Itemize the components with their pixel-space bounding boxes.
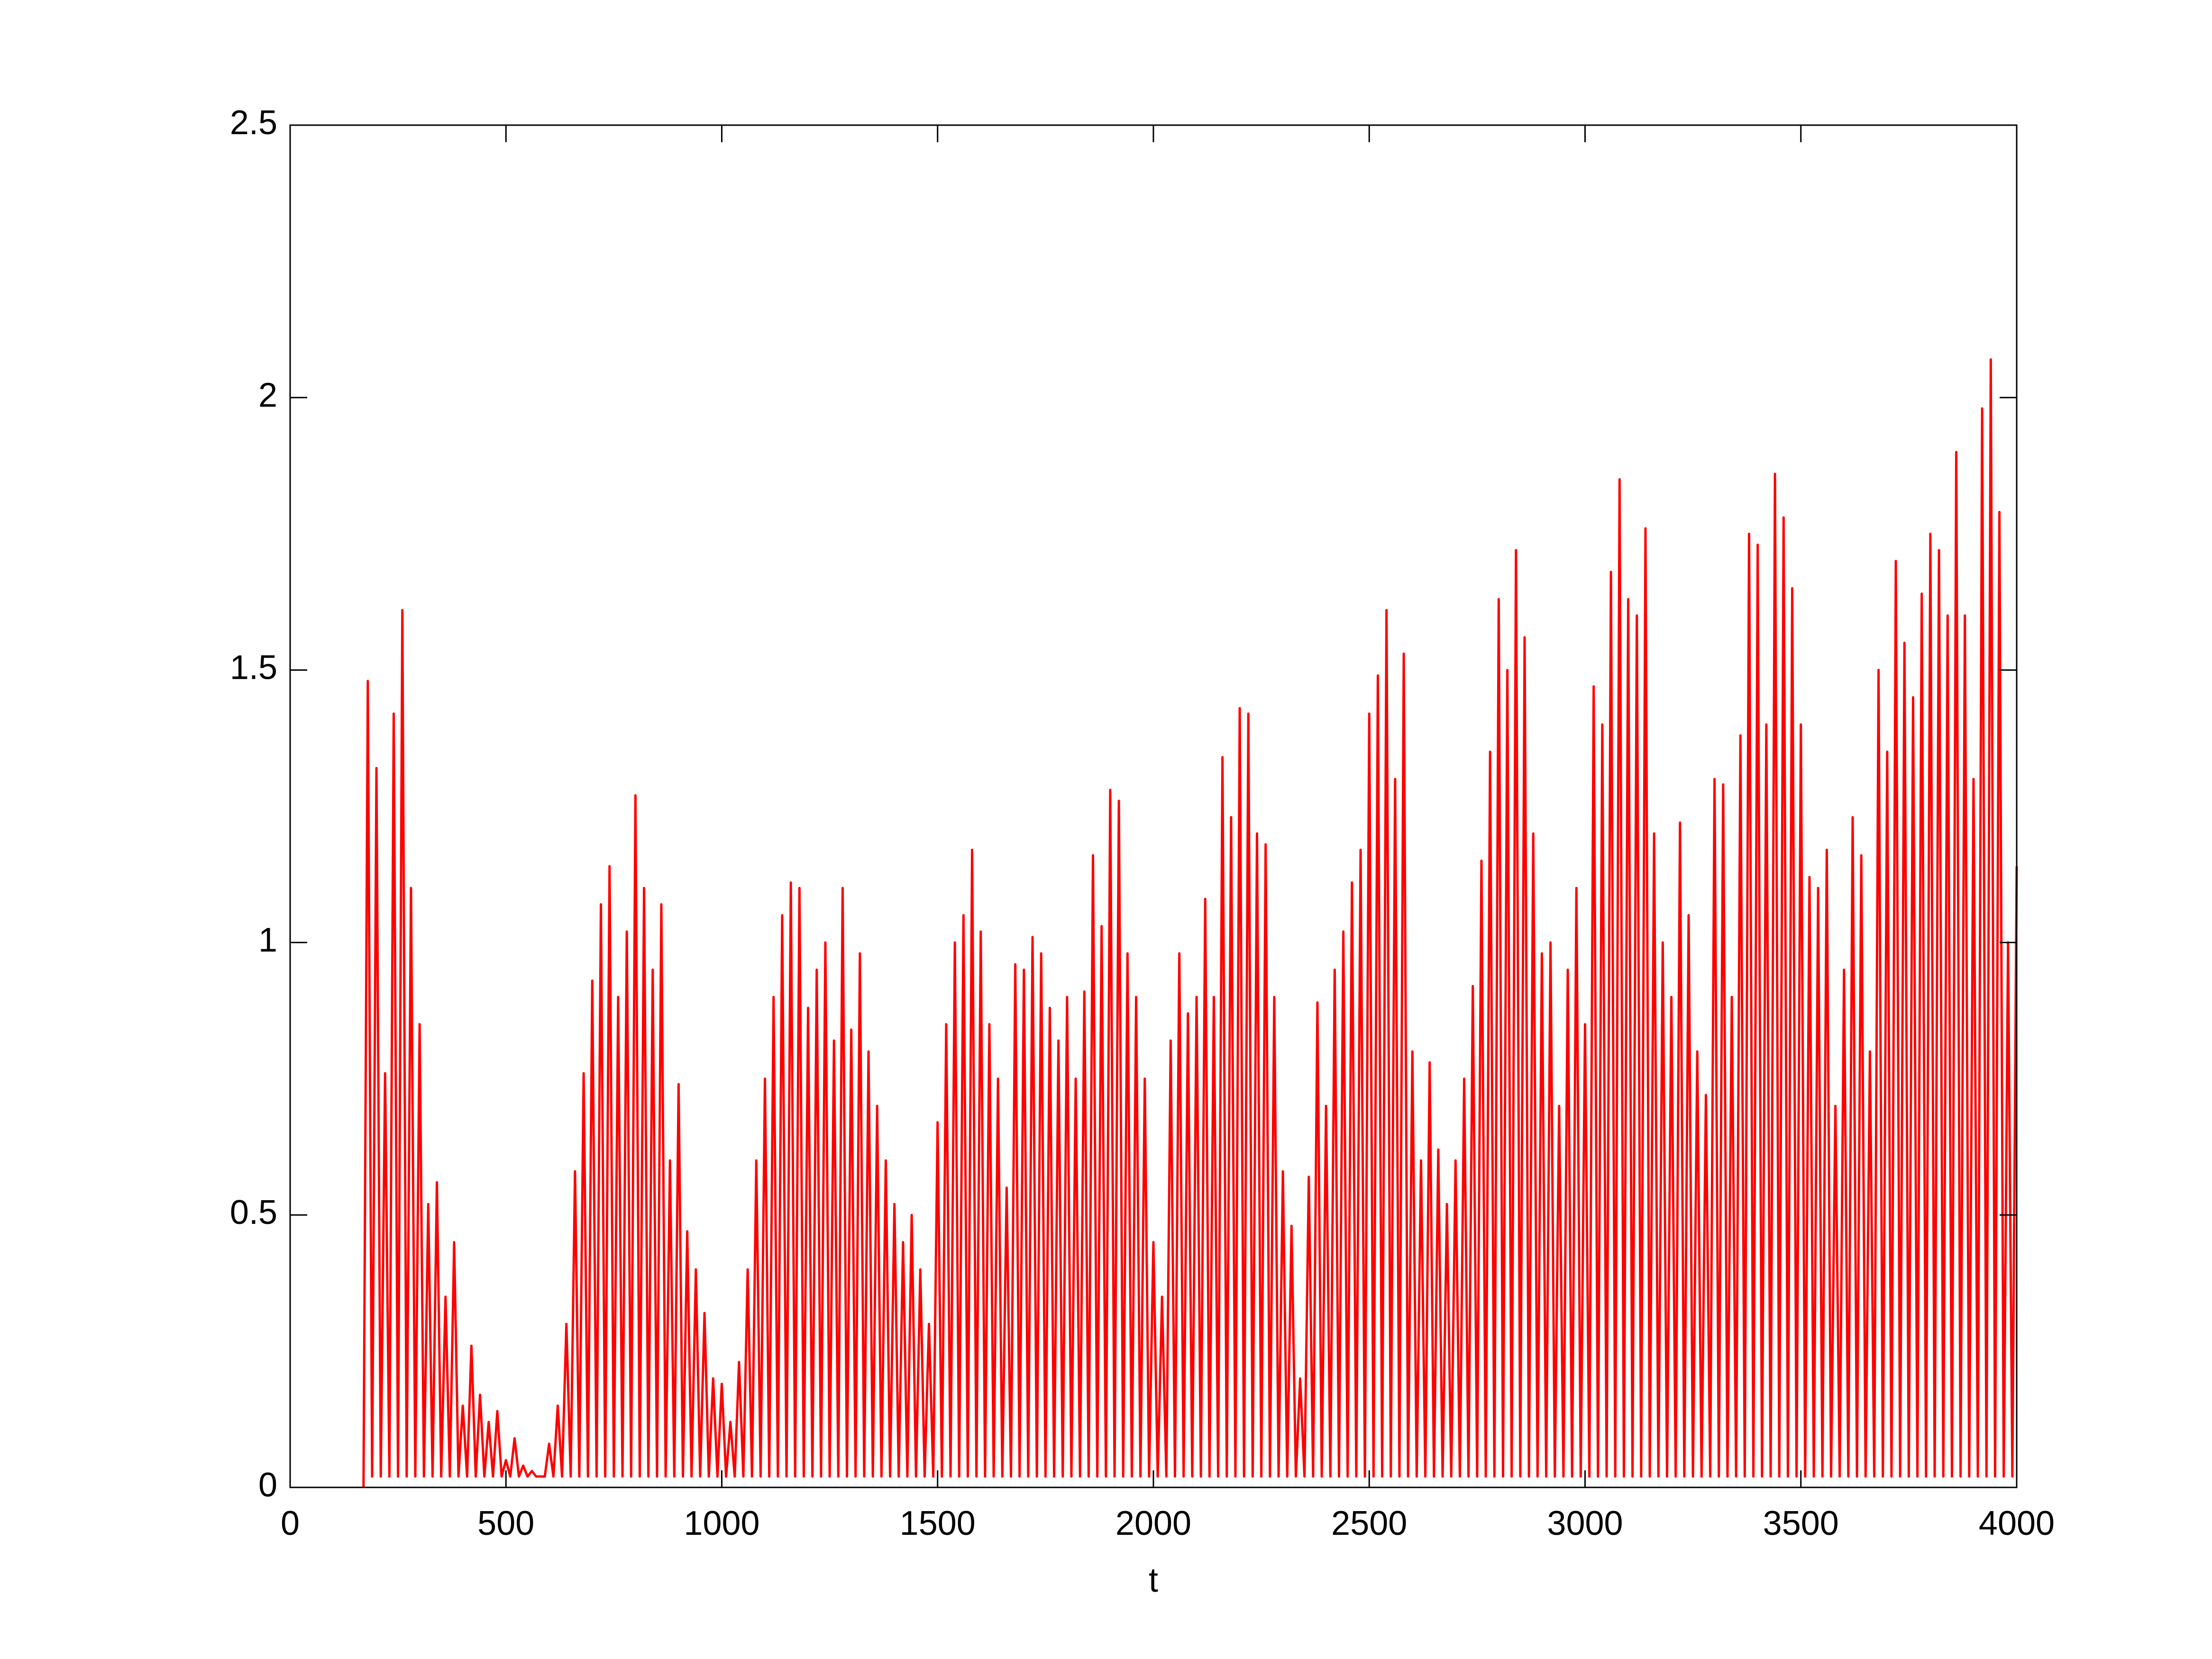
data-line	[362, 358, 2018, 1488]
y-tick-label: 0.5	[230, 1194, 277, 1231]
y-tick-label: 2	[258, 376, 277, 414]
x-tick-label: 3000	[1547, 1504, 1623, 1542]
x-tick-label: 2500	[1331, 1504, 1407, 1542]
x-tick-label: 0	[281, 1504, 300, 1542]
y-tick-label: 0	[258, 1466, 277, 1504]
x-tick-label: 3500	[1763, 1504, 1839, 1542]
x-tick-label: 1000	[684, 1504, 759, 1542]
y-tick-label: 1.5	[230, 649, 277, 687]
x-axis-label: t	[1149, 1561, 1158, 1599]
y-tick-label: 1	[258, 921, 277, 959]
x-tick-label: 4000	[1979, 1504, 2055, 1542]
x-tick-label: 500	[477, 1504, 534, 1542]
x-tick-label: 1500	[900, 1504, 976, 1542]
x-tick-label: 2000	[1115, 1504, 1191, 1542]
y-tick-label: 2.5	[230, 104, 277, 142]
